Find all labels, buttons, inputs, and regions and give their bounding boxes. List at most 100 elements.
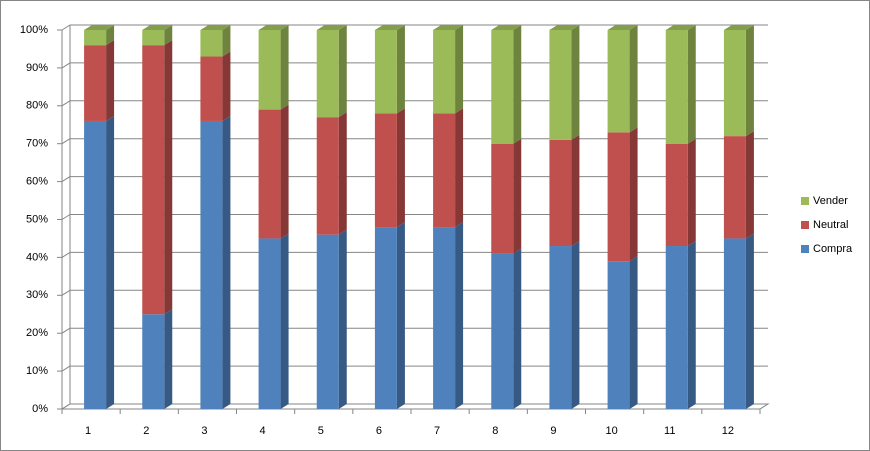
y-tick-label: 20%	[26, 327, 48, 339]
bar-side	[513, 25, 522, 144]
bar-side	[513, 138, 522, 254]
x-tick-label: 10	[605, 425, 617, 437]
bar-side	[629, 25, 638, 133]
bar-side	[396, 108, 405, 228]
bar-side	[280, 25, 289, 110]
bar-side	[396, 222, 405, 409]
x-tick-label: 4	[260, 425, 266, 437]
x-tick-label: 5	[318, 425, 324, 437]
bar-side	[745, 131, 754, 239]
y-tick-label: 0%	[32, 403, 48, 415]
y-tick-label: 10%	[26, 365, 48, 377]
legend-swatch	[801, 245, 809, 253]
bar-segment	[374, 30, 397, 114]
bar-segment	[491, 30, 514, 144]
bar-top	[258, 25, 289, 30]
bar-segment	[200, 30, 223, 57]
bar-segment	[200, 120, 223, 410]
x-tick-label: 2	[143, 425, 149, 437]
bar-segment	[142, 45, 165, 315]
y-tick-label: 30%	[26, 289, 48, 301]
bar-side	[455, 25, 464, 114]
bar-side	[455, 108, 464, 228]
bar-segment	[607, 261, 630, 409]
bar-segment	[491, 143, 514, 254]
bar-side	[745, 25, 754, 137]
bar-segment	[607, 30, 630, 133]
bar-top	[723, 25, 754, 30]
x-tick-label: 7	[434, 425, 440, 437]
bar-side	[571, 241, 580, 409]
bar-segment	[723, 30, 746, 137]
bar-top	[374, 25, 405, 30]
bar-side	[629, 127, 638, 262]
bar-top	[665, 25, 696, 30]
bar-segment	[665, 246, 688, 409]
bar-segment	[84, 45, 107, 121]
grid-line-side	[61, 365, 71, 372]
bar-segment	[200, 56, 223, 121]
bar-segment	[549, 139, 572, 247]
bar-segment	[665, 143, 688, 247]
y-tick-label: 50%	[26, 213, 48, 225]
y-tick-label: 60%	[26, 176, 48, 188]
legend-swatch	[801, 197, 809, 205]
legend-label: Neutral	[813, 219, 848, 231]
bar-segment	[433, 113, 456, 228]
bar-side	[455, 222, 464, 409]
y-tick-label: 90%	[26, 62, 48, 74]
bar-side	[222, 51, 231, 121]
bar-segment	[316, 30, 339, 118]
bar-segment	[258, 109, 281, 239]
bar-side	[513, 248, 522, 409]
bar-side	[106, 40, 115, 121]
bar-top	[84, 25, 115, 30]
bar-side	[338, 25, 347, 118]
grid-line-side	[61, 24, 71, 31]
bar-top	[316, 25, 347, 30]
bar-segment	[433, 30, 456, 114]
grid-line-side	[61, 251, 71, 258]
grid-line-side	[61, 403, 71, 410]
bar-side	[164, 25, 173, 46]
bar-segment	[142, 314, 165, 409]
bar-side	[687, 138, 696, 247]
bar-segment	[84, 30, 107, 46]
bar-side	[338, 112, 347, 235]
grid-line-side	[61, 138, 71, 145]
bar-segment	[142, 30, 165, 46]
y-tick-label: 70%	[26, 138, 48, 150]
bar-segment	[433, 227, 456, 409]
bar-side	[280, 233, 289, 409]
x-tick-label: 11	[664, 425, 675, 437]
bar-side	[745, 233, 754, 409]
bar-segment	[723, 238, 746, 409]
bar-segment	[374, 113, 397, 228]
bar-side	[687, 25, 696, 144]
bar-side	[222, 25, 231, 57]
grid-line-side	[61, 176, 71, 183]
y-tick-label: 40%	[26, 251, 48, 263]
bar-top	[142, 25, 173, 30]
bar-segment	[258, 30, 281, 110]
bar-side	[338, 229, 347, 409]
bar-segment	[549, 30, 572, 140]
bar-side	[396, 25, 405, 114]
bar-segment	[374, 227, 397, 409]
bar-top	[200, 25, 231, 30]
grid-line-side	[61, 214, 71, 220]
bar-side	[164, 309, 173, 409]
bar-side	[106, 25, 115, 46]
bar-segment	[723, 136, 746, 239]
bar-top	[549, 25, 580, 30]
bar-side	[571, 25, 580, 140]
x-tick-label: 9	[550, 425, 556, 437]
grid-line-side	[61, 327, 71, 334]
bar-side	[106, 115, 115, 410]
x-tick-label: 12	[722, 425, 734, 437]
bar-segment	[316, 117, 339, 235]
bar-segment	[665, 30, 688, 144]
bar-side	[222, 115, 231, 410]
legend-swatch	[801, 221, 809, 229]
